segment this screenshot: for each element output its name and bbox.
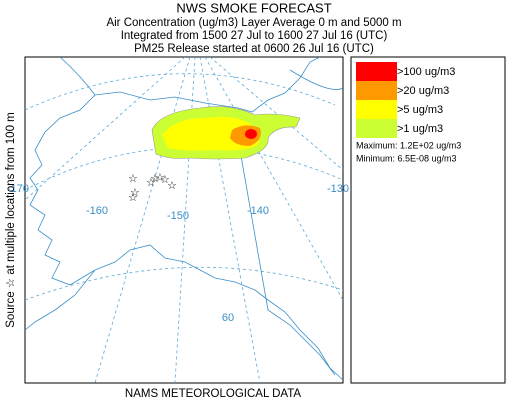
source-star: ☆ [167, 180, 177, 192]
legend-minimum: Minimum: 6.5E-08 ug/m3 [356, 153, 457, 163]
legend-label: >100 ug/m3 [397, 66, 455, 78]
subtitle: PM25 Release started at 0600 26 Jul 16 (… [134, 43, 374, 55]
legend-label: >20 ug/m3 [397, 85, 449, 97]
legend-swatch [356, 81, 397, 100]
longitude-label: -160 [86, 205, 108, 217]
legend-swatch [356, 62, 397, 81]
smoke-plume [151, 106, 301, 160]
smoke-area [245, 129, 257, 139]
side-label: Source ☆ at multiple locations from 100 … [5, 112, 17, 328]
map: ☆ ☆ ☆ ☆ ☆ ☆ ☆ ☆ -170 -160 -150 -140 -130… [7, 56, 349, 384]
latitude-label: 60 [222, 312, 234, 324]
legend-swatch [356, 119, 397, 138]
source-star: ☆ [160, 174, 170, 186]
legend-label: >1 ug/m3 [397, 123, 443, 135]
legend-swatch [356, 100, 397, 119]
source-star: ☆ [128, 173, 138, 185]
source-star: ☆ [128, 192, 138, 204]
longitude-label: -150 [167, 210, 189, 222]
longitude-label: -170 [7, 183, 29, 195]
footer: NAMS METEOROLOGICAL DATA [125, 388, 301, 400]
legend-label: >5 ug/m3 [397, 104, 443, 116]
longitude-label: -130 [327, 183, 349, 195]
subtitle: Integrated from 1500 27 Jul to 1600 27 J… [121, 30, 388, 42]
longitude-label: -140 [247, 205, 269, 217]
source-star: ☆ [150, 173, 160, 185]
legend: Maximum: 1.2E+02 ug/m3 Minimum: 6.5E-08 … [350, 56, 506, 384]
coastline [25, 57, 343, 381]
source-star: ☆ [130, 187, 140, 199]
source-star: ☆ [155, 172, 165, 184]
title: NWS SMOKE FORECAST [176, 0, 331, 15]
smoke-area [268, 115, 298, 127]
subtitle: Air Concentration (ug/m3) Layer Average … [106, 17, 401, 29]
source-star: ☆ [146, 177, 156, 189]
legend-maximum: Maximum: 1.2E+02 ug/m3 [356, 140, 461, 150]
source-markers: ☆ ☆ ☆ ☆ ☆ ☆ ☆ ☆ [128, 172, 177, 204]
